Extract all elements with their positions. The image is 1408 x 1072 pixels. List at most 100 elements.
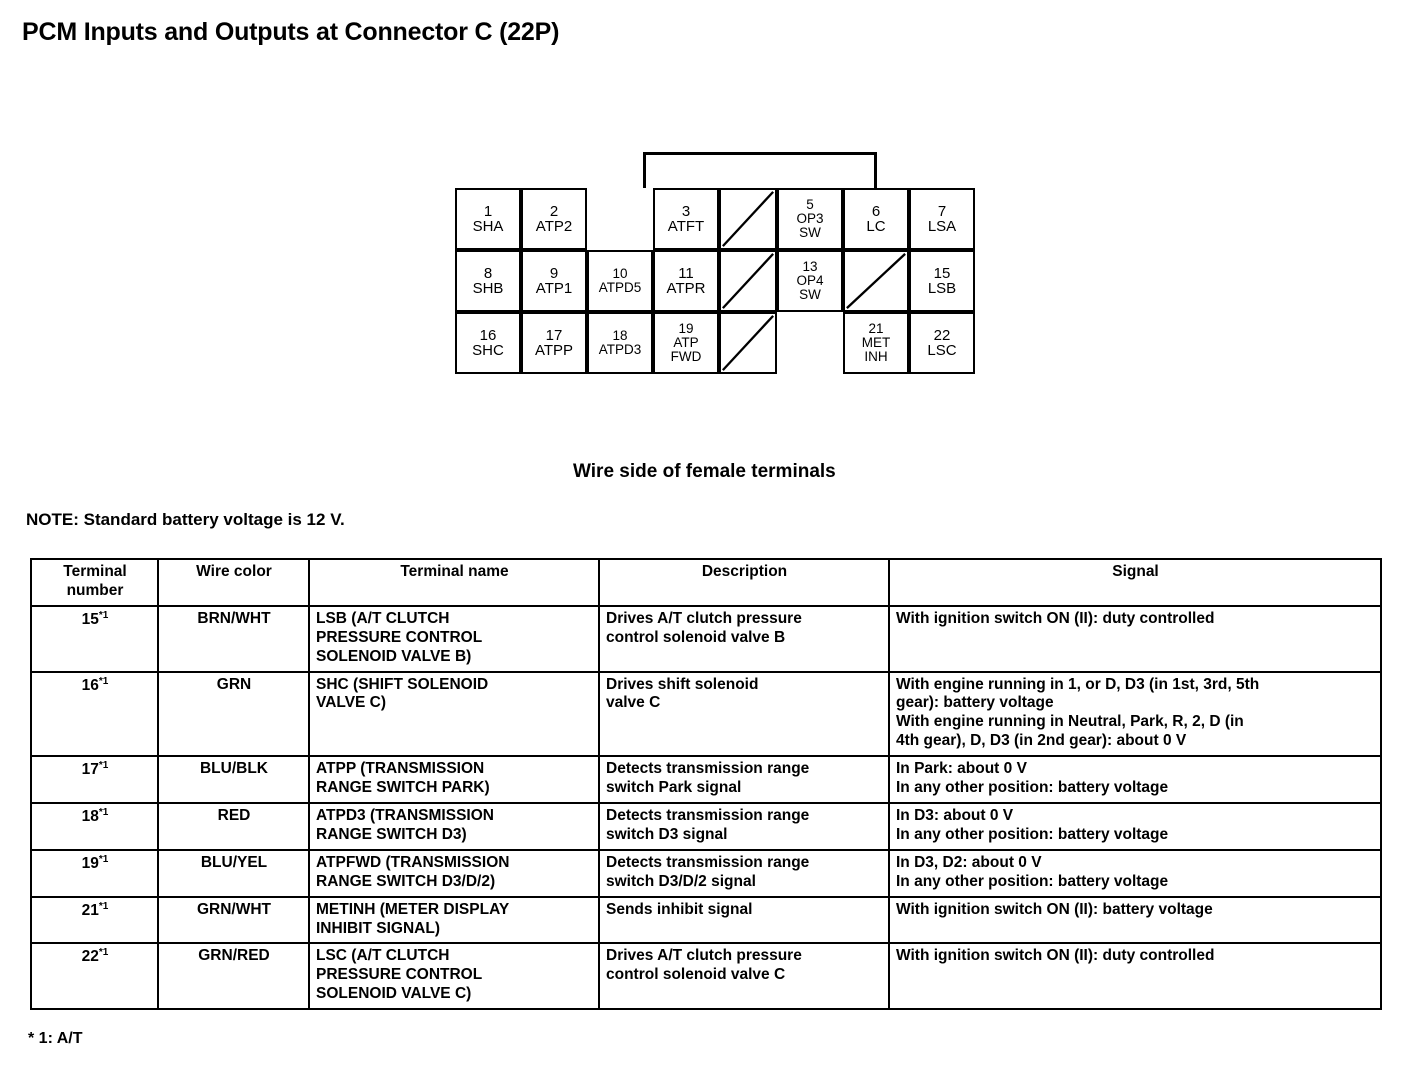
terminal-number: 3 <box>681 202 691 220</box>
connector-cell-unused-4 <box>719 188 777 250</box>
terminal-number: 5 <box>806 197 814 213</box>
footnote-marker: *1 <box>98 609 109 621</box>
terminal-number-value: 16 <box>81 676 99 694</box>
unused-slash-icon <box>721 314 775 372</box>
terminal-label: INH <box>864 348 888 364</box>
column-header-wire-color: Wire color <box>157 558 310 607</box>
cell-signal: With ignition switch ON (II): battery vo… <box>888 895 1382 945</box>
unused-slash-icon <box>721 252 775 310</box>
terminal-label: SHA <box>472 218 504 235</box>
cell-terminal-name-line: LSC (A/T CLUTCH <box>316 947 450 965</box>
connector-cell-unused-20 <box>719 312 777 374</box>
terminal-label: SW <box>799 286 821 302</box>
terminal-label: OP4 <box>796 273 824 289</box>
connector-cell-unused-14 <box>843 250 909 312</box>
connector-terminal-10: 10 ATPD5 <box>587 250 653 312</box>
cell-description-line: switch D3/D/2 signal <box>606 872 756 890</box>
table-row: 16*1 GRN SHC (SHIFT SOLENOID VALVE C) Drives… <box>30 670 1382 758</box>
terminal-number: 9 <box>549 264 559 282</box>
cell-signal-line: In D3: about 0 V <box>896 806 1014 824</box>
cell-description: Drives A/T clutch pressure control soleno… <box>598 604 890 673</box>
cell-signal: With engine running in 1, or D, D3 (in 1… <box>888 670 1382 758</box>
terminal-label: OP3 <box>796 211 824 227</box>
terminal-label: ATP2 <box>535 218 573 235</box>
unused-slash-icon <box>845 252 907 310</box>
footnote-marker: *1 <box>98 806 109 818</box>
cell-terminal-name-line: INHIBIT SIGNAL) <box>316 919 440 937</box>
cell-terminal-name: ATPP (TRANSMISSION RANGE SWITCH PARK) <box>308 755 600 804</box>
terminal-label: FWD <box>670 348 702 364</box>
terminal-number: 11 <box>678 264 694 282</box>
terminal-number: 19 <box>678 321 694 337</box>
cell-terminal-name-line: PRESSURE CONTROL <box>316 628 483 646</box>
cell-description: Drives A/T clutch pressure control soleno… <box>598 942 890 1011</box>
page-title: PCM Inputs and Outputs at Connector C (2… <box>22 18 560 46</box>
column-header-description: Description <box>598 558 890 607</box>
connector-terminal-grid: 1 SHA 2 ATP2 3 ATFT 5 OP3 SW 6 LC 7 LSA 8 SHB 9 ATP1 10 AT… <box>455 188 975 374</box>
cell-wire-color: GRN/WHT <box>157 895 310 945</box>
terminal-number-value: 21 <box>81 901 99 919</box>
terminal-label: ATFT <box>667 218 705 235</box>
cell-description-line: Sends inhibit signal <box>606 900 753 918</box>
terminal-number: 13 <box>802 259 818 275</box>
table-row: 22*1 GRN/RED LSC (A/T CLUTCH PRESSURE CONTR… <box>30 942 1382 1011</box>
table-row: 15*1 BRN/WHT LSB (A/T CLUTCH PRESSURE CONTR… <box>30 604 1382 673</box>
terminal-number-value: 18 <box>81 808 99 826</box>
unused-slash-icon <box>721 190 775 248</box>
footnote-marker: *1 <box>98 675 109 687</box>
header-line: Terminal <box>63 563 127 580</box>
terminal-number: 16 <box>479 326 497 344</box>
terminal-number: 1 <box>483 202 493 220</box>
terminal-number: 6 <box>871 202 881 220</box>
cell-terminal-number: 16*1 <box>30 670 159 758</box>
cell-signal-line: With ignition switch ON (II): duty contr… <box>896 947 1215 965</box>
cell-description: Drives shift solenoid valve C <box>598 670 890 758</box>
cell-description: Sends inhibit signal <box>598 895 890 945</box>
cell-signal-line: In any other position: battery voltage <box>896 779 1169 797</box>
cell-wire-color: BLU/YEL <box>157 848 310 898</box>
cell-signal: In D3, D2: about 0 V In any other positio… <box>888 848 1382 898</box>
terminal-label: LSB <box>927 280 957 297</box>
footnote: * 1: A/T <box>28 1030 83 1047</box>
terminal-number-value: 17 <box>81 761 99 779</box>
cell-terminal-name: SHC (SHIFT SOLENOID VALVE C) <box>308 670 600 758</box>
terminal-label: ATPR <box>666 280 706 297</box>
cell-terminal-number: 19*1 <box>30 848 159 898</box>
cell-terminal-name-line: RANGE SWITCH PARK) <box>316 779 490 797</box>
cell-signal-line: With engine running in 1, or D, D3 (in 1… <box>896 675 1260 693</box>
connector-terminal-1: 1 SHA <box>455 188 521 250</box>
cell-description: Detects transmission range switch Park si… <box>598 755 890 804</box>
cell-terminal-name-line: SHC (SHIFT SOLENOID <box>316 675 489 693</box>
terminal-number-value: 15 <box>81 610 99 628</box>
connector-terminal-17: 17 ATPP <box>521 312 587 374</box>
connector-diagram: 1 SHA 2 ATP2 3 ATFT 5 OP3 SW 6 LC 7 LSA 8 SHB 9 ATP1 10 AT… <box>455 152 975 382</box>
cell-terminal-name-line: ATPP (TRANSMISSION <box>316 760 485 778</box>
connector-terminal-16: 16 SHC <box>455 312 521 374</box>
pcm-terminal-table: Terminal number Wire color Terminal name… <box>30 558 1382 1011</box>
cell-description-line: switch D3 signal <box>606 825 728 843</box>
cell-terminal-name-line: PRESSURE CONTROL <box>316 966 483 984</box>
cell-signal-line: With engine running in Neutral, Park, R,… <box>896 713 1244 731</box>
connector-terminal-15: 15 LSB <box>909 250 975 312</box>
cell-wire-color: GRN <box>157 670 310 758</box>
cell-signal-line: gear): battery voltage <box>896 694 1054 712</box>
cell-description-line: control solenoid valve C <box>606 966 786 984</box>
cell-terminal-name-line: ATPFWD (TRANSMISSION <box>316 853 510 871</box>
table-row: 19*1 BLU/YEL ATPFWD (TRANSMISSION RANGE SWI… <box>30 848 1382 898</box>
footnote-marker: *1 <box>98 947 109 959</box>
terminal-label: ATPP <box>534 342 574 359</box>
connector-terminal-22: 22 LSC <box>909 312 975 374</box>
terminal-label: ATP <box>673 335 699 351</box>
terminal-number: 15 <box>933 264 951 282</box>
table-row: 17*1 BLU/BLK ATPP (TRANSMISSION RANGE SWITC… <box>30 755 1382 804</box>
cell-description-line: Detects transmission range <box>606 806 810 824</box>
cell-signal-line: In any other position: battery voltage <box>896 872 1169 890</box>
table-header-row: Terminal number Wire color Terminal name… <box>30 558 1382 607</box>
cell-terminal-name-line: SOLENOID VALVE C) <box>316 985 472 1003</box>
cell-wire-color: RED <box>157 801 310 851</box>
terminal-number: 17 <box>545 326 563 344</box>
connector-terminal-18: 18 ATPD3 <box>587 312 653 374</box>
terminal-label: SHB <box>472 280 504 297</box>
cell-terminal-number: 17*1 <box>30 755 159 804</box>
footnote-marker: *1 <box>98 900 109 912</box>
